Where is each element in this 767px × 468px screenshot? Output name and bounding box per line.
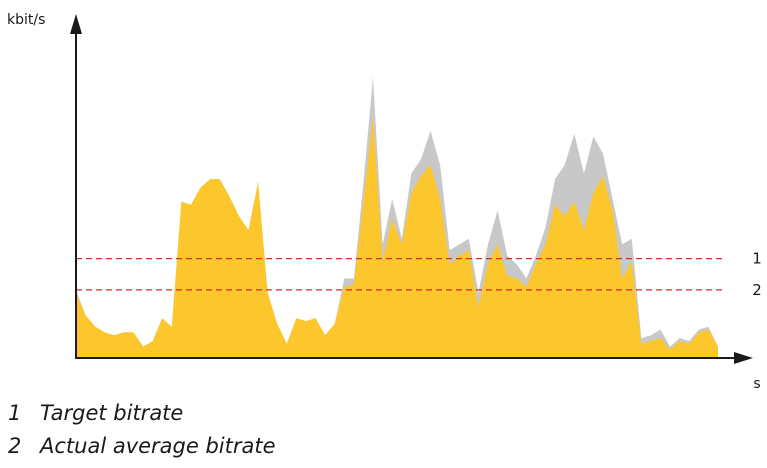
y-axis-arrow-icon [70, 14, 82, 34]
legend-item-target: 1 Target bitrate [8, 397, 276, 430]
bitrate-chart: kbit/s s 1 2 [7, 12, 762, 392]
legend-number: 2 [8, 434, 22, 458]
actual-bitrate-area [76, 116, 718, 358]
legend-text: Target bitrate [40, 401, 184, 425]
x-axis-label: s [753, 376, 760, 392]
y-axis-label: kbit/s [7, 12, 45, 28]
legend-item-average: 2 Actual average bitrate [8, 430, 276, 463]
legend-text: Actual average bitrate [40, 434, 276, 458]
x-axis-arrow-icon [734, 352, 753, 364]
reference-lines [76, 258, 722, 291]
reference-line-label-target: 1 [752, 250, 762, 268]
axes [70, 14, 753, 364]
reference-line-label-average: 2 [752, 281, 762, 299]
legend-number: 1 [8, 401, 22, 425]
chart-legend: 1 Target bitrate 2 Actual average bitrat… [8, 397, 276, 463]
bitrate-areas [76, 76, 718, 359]
